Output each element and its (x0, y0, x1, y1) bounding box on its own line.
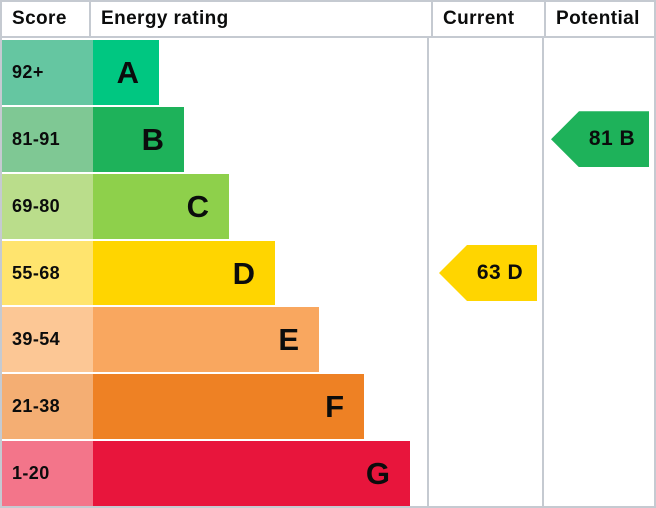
score-range-g: 1-20 (2, 441, 93, 506)
potential-column: 81 B (542, 38, 654, 506)
current-column: 63 D (427, 38, 542, 506)
chart-header: Score Energy rating Current Potential (2, 2, 654, 38)
band-bar-c: C (93, 173, 229, 239)
current-rating-arrow: 63 D (439, 245, 537, 301)
band-row-e: 39-54 E (2, 307, 427, 373)
header-current: Current (431, 2, 544, 36)
potential-rating-arrow: 81 B (551, 111, 649, 168)
score-range-c: 69-80 (2, 173, 93, 239)
score-range-e: 39-54 (2, 307, 93, 373)
band-bar-g: G (93, 441, 410, 506)
header-potential: Potential (544, 2, 654, 36)
band-bar-f: F (93, 374, 364, 440)
chart-body: 92+ A 81-91 B 69-80 C 55-68 D 39-54 E 21… (2, 38, 654, 506)
band-bar-d: D (93, 240, 275, 306)
band-bar-b: B (93, 106, 184, 172)
band-row-d: 55-68 D (2, 240, 427, 306)
rating-bands: 92+ A 81-91 B 69-80 C 55-68 D 39-54 E 21… (2, 38, 427, 506)
band-row-g: 1-20 G (2, 441, 427, 506)
band-row-a: 92+ A (2, 40, 427, 105)
score-range-d: 55-68 (2, 240, 93, 306)
score-range-f: 21-38 (2, 374, 93, 440)
header-score: Score (2, 2, 91, 36)
score-range-a: 92+ (2, 40, 93, 105)
band-row-b: 81-91 B (2, 106, 427, 172)
band-row-c: 69-80 C (2, 173, 427, 239)
header-energy-rating: Energy rating (101, 8, 229, 29)
band-bar-a: A (93, 40, 159, 105)
band-row-f: 21-38 F (2, 374, 427, 440)
score-range-b: 81-91 (2, 106, 93, 172)
band-bar-e: E (93, 307, 319, 373)
